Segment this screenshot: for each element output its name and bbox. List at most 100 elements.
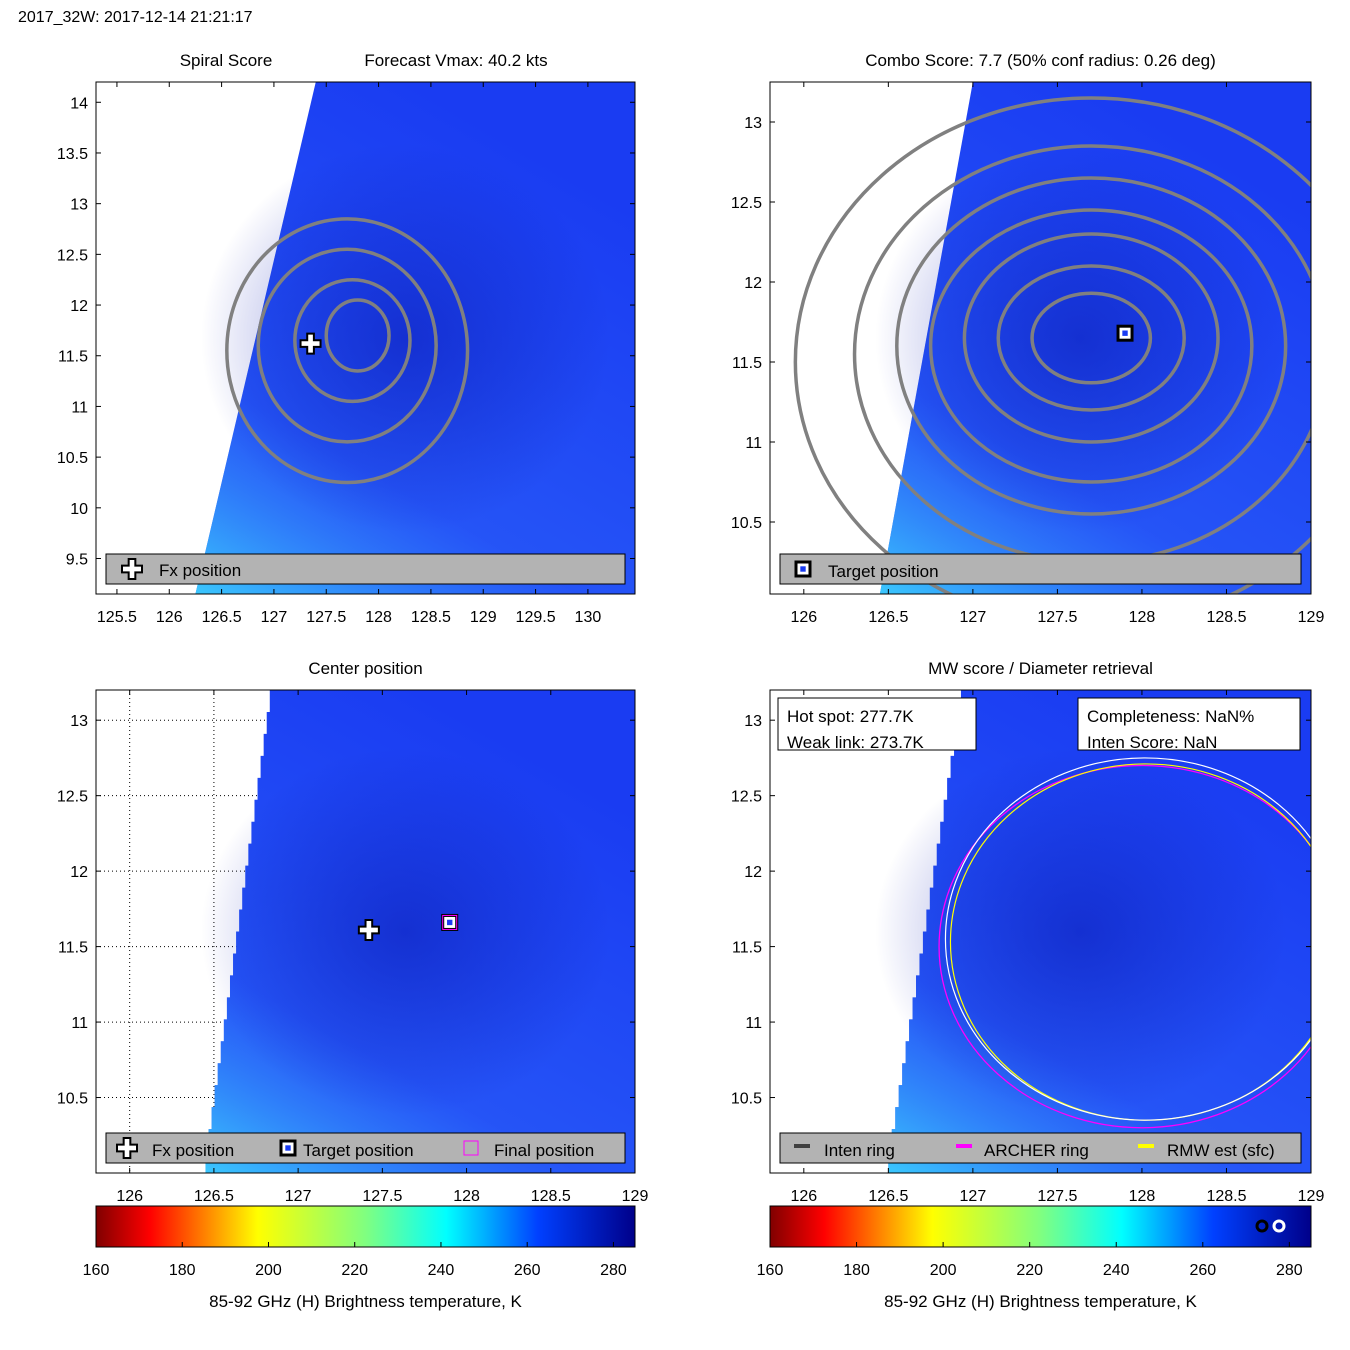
legend-label: Target position (303, 1141, 414, 1160)
colorbar-tick-label: 220 (1016, 1262, 1043, 1279)
x-tick-label: 128.5 (1206, 609, 1246, 626)
swath (874, 690, 1311, 1173)
fx-position-marker (357, 918, 380, 941)
colorbar-tick-label: 160 (83, 1262, 110, 1279)
info-left-box (777, 697, 977, 751)
y-tick-label: 10.5 (57, 1091, 88, 1108)
axes-frame (769, 689, 1312, 1174)
inten-ring (944, 757, 1311, 1121)
y-tick-label: 11.5 (732, 355, 762, 372)
x-tick-label: 126 (790, 1188, 817, 1205)
x-tick-label: 127 (261, 609, 288, 626)
y-tick-label: 13.5 (57, 146, 88, 163)
ring-marker-icon (1272, 1219, 1286, 1233)
x-tick-label: 129.5 (516, 609, 556, 626)
colorbar-label: 85-92 GHz (H) Brightness temperature, K (209, 1292, 522, 1311)
y-tick-label: 12 (744, 275, 762, 292)
contour (793, 96, 1311, 594)
tick-labels: 126 126.5 127 127.5 128 128.5 129 10.5 11 11.5 12 1… (731, 690, 1325, 1205)
x-tick-label: 127.5 (1037, 609, 1077, 626)
x-tick-label: 128 (453, 1188, 480, 1205)
info-right-text: Completeness: NaN% (1087, 707, 1254, 726)
x-tick-label: 129 (1298, 1188, 1325, 1205)
y-tick-label: 11 (745, 435, 762, 452)
y-tick-label: 10.5 (57, 450, 88, 467)
colorbar-label: 85-92 GHz (H) Brightness temperature, K (884, 1292, 1197, 1311)
cold-core (200, 747, 611, 1116)
contour (293, 277, 412, 404)
legend-label: Fx position (152, 1141, 234, 1160)
legend: Fx position Target position Final position (105, 1132, 626, 1164)
info-left: Hot spot: 277.7K Weak link: 273.7K (777, 697, 977, 752)
x-tick-label: 127.5 (362, 1188, 402, 1205)
colorbar-gradient (95, 1205, 636, 1248)
tick-labels: 126 126.5 127 127.5 128 128.5 129 10.5 11 11.5 12 1… (57, 690, 648, 1205)
colorbar-tick-label: 220 (341, 1262, 368, 1279)
x-tick-label: 126 (790, 609, 817, 626)
contour (324, 298, 391, 373)
y-tick-label: 11 (745, 1015, 762, 1032)
y-tick-label: 14 (70, 95, 88, 112)
panel-mw: 126 126.5 127 127.5 128 128.5 129 10.5 11 11.5 12 1… (731, 659, 1325, 1205)
y-tick-label: 13 (70, 713, 88, 730)
ring-marker-icon (1255, 1219, 1269, 1233)
x-tick-label: 130 (575, 609, 602, 626)
x-tick-label: 125.5 (97, 609, 137, 626)
x-tick-label: 128.5 (531, 1188, 571, 1205)
contour (962, 232, 1220, 444)
info-left-text: Hot spot: 277.7K (787, 707, 914, 726)
x-tick-label: 126.5 (202, 609, 242, 626)
swath (200, 690, 635, 1173)
y-tick-label: 12 (70, 864, 88, 881)
figure-header: 2017_32W: 2017-12-14 21:21:17 (18, 9, 253, 26)
contour (895, 176, 1288, 516)
rings (938, 757, 1311, 1129)
x-tick-label: 128 (1129, 1188, 1156, 1205)
x-tick-label: 126.5 (194, 1188, 234, 1205)
y-tick-label: 11.5 (732, 940, 762, 957)
panel-title: Center position (308, 659, 422, 678)
x-tick-label: 129 (1298, 609, 1325, 626)
legend-final-icon (463, 1140, 479, 1156)
colorbar-tick-label: 260 (1189, 1262, 1216, 1279)
y-tick-label: 11 (71, 399, 88, 416)
y-tick-label: 12.5 (731, 789, 762, 806)
x-tick-label: 126 (116, 1188, 143, 1205)
panel-center: 126 126.5 127 127.5 128 128.5 129 10.5 11 11.5 12 1… (57, 659, 649, 1205)
legend: Fx position (105, 553, 626, 585)
y-tick-label: 11 (71, 1015, 88, 1032)
legend: Inten ring ARCHER ring RMW est (sfc) (779, 1132, 1302, 1164)
legend-label: Inten ring (824, 1141, 895, 1160)
y-tick-label: 13 (744, 713, 762, 730)
panel-title-left: Spiral Score (180, 51, 273, 70)
y-tick-label: 12 (744, 864, 762, 881)
x-tick-label: 126.5 (868, 609, 908, 626)
y-tick-label: 12.5 (57, 247, 88, 264)
legend-label: RMW est (sfc) (1167, 1141, 1275, 1160)
colorbar-gradient (769, 1205, 1312, 1248)
target-position-marker-inner (1122, 330, 1128, 336)
y-tick-label: 10 (70, 501, 88, 518)
panel-combo: 126 126.5 127 127.5 128 128.5 129 10.5 11 11.5 12 1… (731, 51, 1325, 626)
legend-label: Target position (828, 562, 939, 581)
x-tick-label: 127.5 (306, 609, 346, 626)
colorbar-tick-label: 180 (843, 1262, 870, 1279)
contour-lines (225, 217, 470, 485)
panel-title: MW score / Diameter retrieval (928, 659, 1153, 678)
x-tick-label: 128.5 (1206, 1188, 1246, 1205)
legend-label: Fx position (159, 561, 241, 580)
y-tick-label: 12.5 (731, 195, 762, 212)
x-tick-label: 129 (470, 609, 497, 626)
colorbar-tick-label: 280 (600, 1262, 627, 1279)
colorbar-tick-label: 280 (1276, 1262, 1303, 1279)
x-tick-label: 127.5 (1037, 1188, 1077, 1205)
x-tick-label: 128 (365, 609, 392, 626)
legend: Target position (779, 553, 1302, 585)
contour (225, 217, 470, 485)
x-tick-label: 126.5 (868, 1188, 908, 1205)
panel-title: Combo Score: 7.7 (50% conf radius: 0.26 … (865, 51, 1216, 70)
cold-core (874, 747, 1287, 1116)
colorbar-2: 160 180 200 220 240 260 280 85-92 GHz (H) Brigh… (757, 1205, 1312, 1311)
x-tick-label: 127 (960, 609, 987, 626)
